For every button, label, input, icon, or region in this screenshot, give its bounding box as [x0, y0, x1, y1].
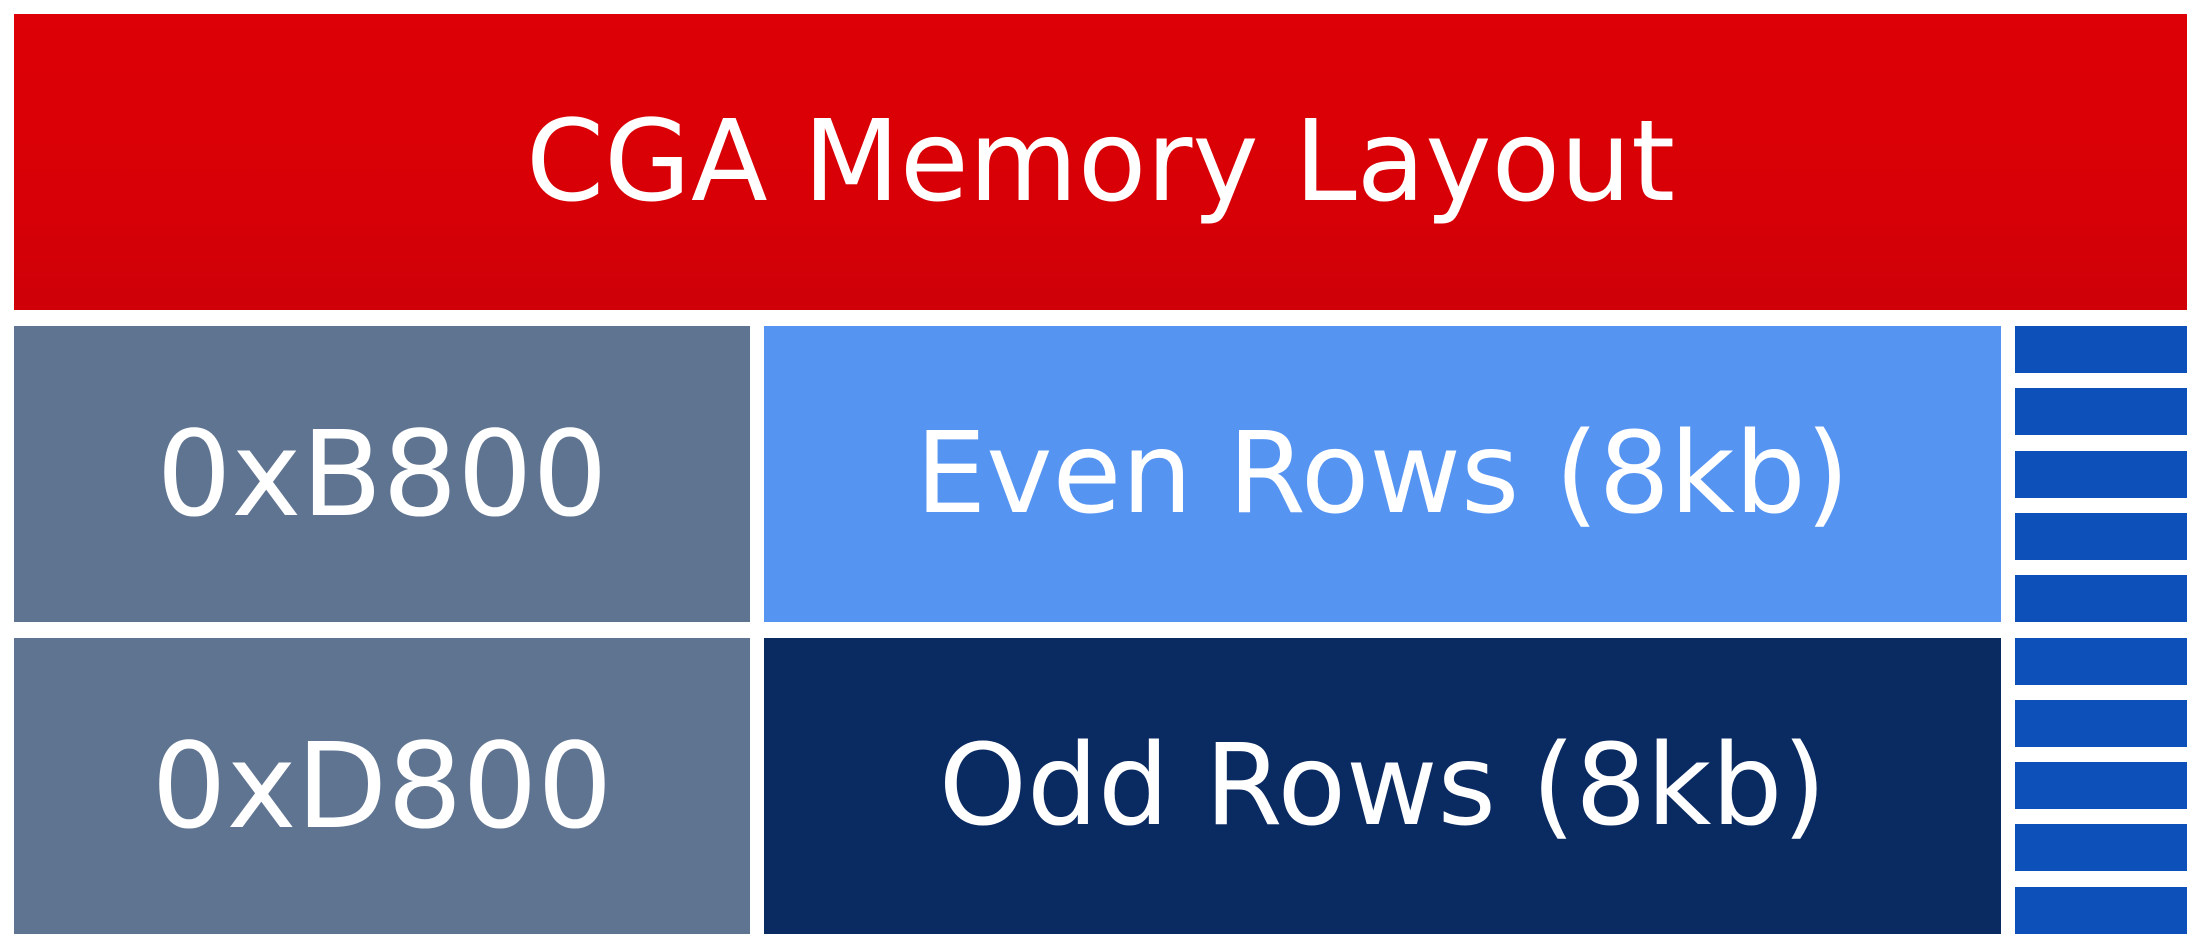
- row-strip-bar: [2015, 326, 2187, 373]
- row-strip-bar: [2015, 513, 2187, 560]
- even-rows-label: Even Rows (8kb): [915, 409, 1850, 539]
- row-strip-bar: [2015, 638, 2187, 685]
- row-strip-bar: [2015, 451, 2187, 498]
- address-label-b800: 0xB800: [156, 405, 608, 543]
- diagram-title: CGA Memory Layout: [14, 14, 2187, 310]
- row-strip: [2015, 326, 2187, 934]
- row-strip-bar: [2015, 575, 2187, 622]
- row-strip-bar: [2015, 388, 2187, 435]
- address-block-b800: 0xB800: [14, 326, 750, 622]
- row-strip-bar: [2015, 700, 2187, 747]
- even-rows-region: Even Rows (8kb): [764, 326, 2001, 622]
- row-strip-bar: [2015, 887, 2187, 934]
- odd-rows-label: Odd Rows (8kb): [938, 721, 1827, 851]
- row-strip-bar: [2015, 824, 2187, 871]
- diagram-title-text: CGA Memory Layout: [525, 97, 1676, 227]
- odd-rows-region: Odd Rows (8kb): [764, 638, 2001, 934]
- address-label-d800: 0xD800: [151, 717, 613, 855]
- address-block-d800: 0xD800: [14, 638, 750, 934]
- row-strip-bar: [2015, 762, 2187, 809]
